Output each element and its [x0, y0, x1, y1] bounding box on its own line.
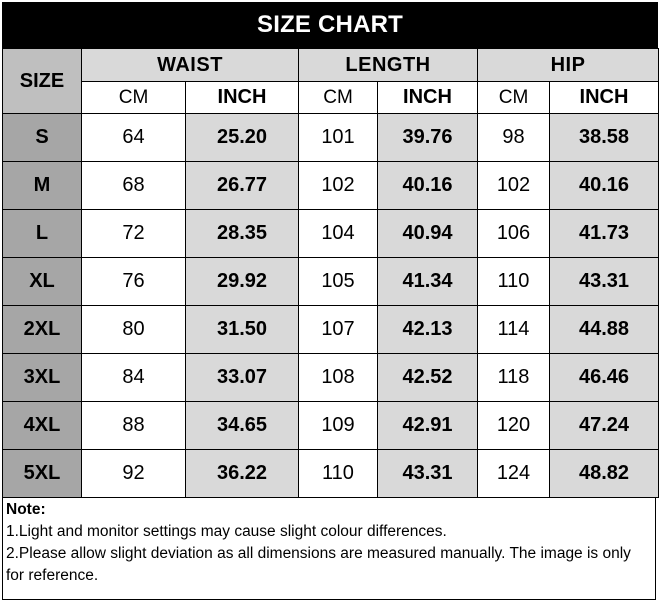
length-inch-header: INCH	[377, 81, 478, 114]
size-label: 2XL	[2, 305, 82, 354]
waist-cm-cell: 84	[81, 353, 186, 402]
hip-cm-cell: 106	[477, 209, 550, 258]
size-label: S	[2, 113, 82, 162]
hip-cm-cell: 110	[477, 257, 550, 306]
hip-inch-cell: 44.88	[549, 305, 659, 354]
table-row: M 68 26.77 102 40.16 102 40.16	[2, 161, 659, 210]
size-label: 4XL	[2, 401, 82, 450]
hip-cm-cell: 114	[477, 305, 550, 354]
hip-cm-cell: 102	[477, 161, 550, 210]
table-row: S 64 25.20 101 39.76 98 38.58	[2, 113, 659, 162]
notes-box: Note: 1.Light and monitor settings may c…	[2, 497, 656, 600]
length-group-header: LENGTH	[298, 48, 478, 82]
waist-inch-cell: 25.20	[185, 113, 299, 162]
length-cm-cell: 104	[298, 209, 378, 258]
length-cm-cell: 108	[298, 353, 378, 402]
waist-inch-cell: 31.50	[185, 305, 299, 354]
size-label: XL	[2, 257, 82, 306]
hip-inch-header: INCH	[549, 81, 659, 114]
length-inch-cell: 42.52	[377, 353, 478, 402]
size-label: 5XL	[2, 449, 82, 498]
waist-cm-cell: 92	[81, 449, 186, 498]
length-cm-cell: 109	[298, 401, 378, 450]
table-row: 3XL 84 33.07 108 42.52 118 46.46	[2, 353, 659, 402]
length-cm-cell: 101	[298, 113, 378, 162]
waist-cm-cell: 68	[81, 161, 186, 210]
length-inch-cell: 42.91	[377, 401, 478, 450]
hip-inch-cell: 41.73	[549, 209, 659, 258]
table-row: 4XL 88 34.65 109 42.91 120 47.24	[2, 401, 659, 450]
table-row: 2XL 80 31.50 107 42.13 114 44.88	[2, 305, 659, 354]
waist-inch-cell: 28.35	[185, 209, 299, 258]
size-label: 3XL	[2, 353, 82, 402]
waist-cm-cell: 64	[81, 113, 186, 162]
table-row: L 72 28.35 104 40.94 106 41.73	[2, 209, 659, 258]
hip-cm-cell: 124	[477, 449, 550, 498]
hip-inch-cell: 40.16	[549, 161, 659, 210]
hip-cm-header: CM	[477, 81, 550, 114]
waist-cm-cell: 80	[81, 305, 186, 354]
length-inch-cell: 43.31	[377, 449, 478, 498]
waist-group-header: WAIST	[81, 48, 299, 82]
size-column-header: SIZE	[2, 48, 82, 114]
hip-group-header: HIP	[477, 48, 659, 82]
hip-cm-cell: 120	[477, 401, 550, 450]
waist-cm-cell: 88	[81, 401, 186, 450]
table-row: 5XL 92 36.22 110 43.31 124 48.82	[2, 449, 659, 498]
note-line-1: 1.Light and monitor settings may cause s…	[6, 523, 447, 540]
waist-inch-cell: 34.65	[185, 401, 299, 450]
size-label: L	[2, 209, 82, 258]
length-cm-header: CM	[298, 81, 378, 114]
length-inch-cell: 40.94	[377, 209, 478, 258]
size-chart-title: SIZE CHART	[2, 2, 658, 48]
length-cm-cell: 110	[298, 449, 378, 498]
hip-inch-cell: 46.46	[549, 353, 659, 402]
waist-inch-cell: 36.22	[185, 449, 299, 498]
hip-inch-cell: 43.31	[549, 257, 659, 306]
hip-cm-cell: 98	[477, 113, 550, 162]
table-row: XL 76 29.92 105 41.34 110 43.31	[2, 257, 659, 306]
length-cm-cell: 107	[298, 305, 378, 354]
waist-inch-header: INCH	[185, 81, 299, 114]
note-line-2: 2.Please allow slight deviation as all d…	[6, 545, 631, 584]
waist-cm-cell: 72	[81, 209, 186, 258]
length-inch-cell: 42.13	[377, 305, 478, 354]
hip-inch-cell: 38.58	[549, 113, 659, 162]
hip-inch-cell: 47.24	[549, 401, 659, 450]
waist-cm-cell: 76	[81, 257, 186, 306]
waist-inch-cell: 33.07	[185, 353, 299, 402]
length-cm-cell: 105	[298, 257, 378, 306]
length-cm-cell: 102	[298, 161, 378, 210]
hip-inch-cell: 48.82	[549, 449, 659, 498]
size-label: M	[2, 161, 82, 210]
size-chart-table: SIZE WAIST LENGTH HIP CM INCH CM INCH CM…	[2, 48, 659, 498]
waist-cm-header: CM	[81, 81, 186, 114]
hip-cm-cell: 118	[477, 353, 550, 402]
length-inch-cell: 40.16	[377, 161, 478, 210]
waist-inch-cell: 26.77	[185, 161, 299, 210]
length-inch-cell: 41.34	[377, 257, 478, 306]
length-inch-cell: 39.76	[377, 113, 478, 162]
notes-title: Note:	[6, 501, 46, 518]
waist-inch-cell: 29.92	[185, 257, 299, 306]
